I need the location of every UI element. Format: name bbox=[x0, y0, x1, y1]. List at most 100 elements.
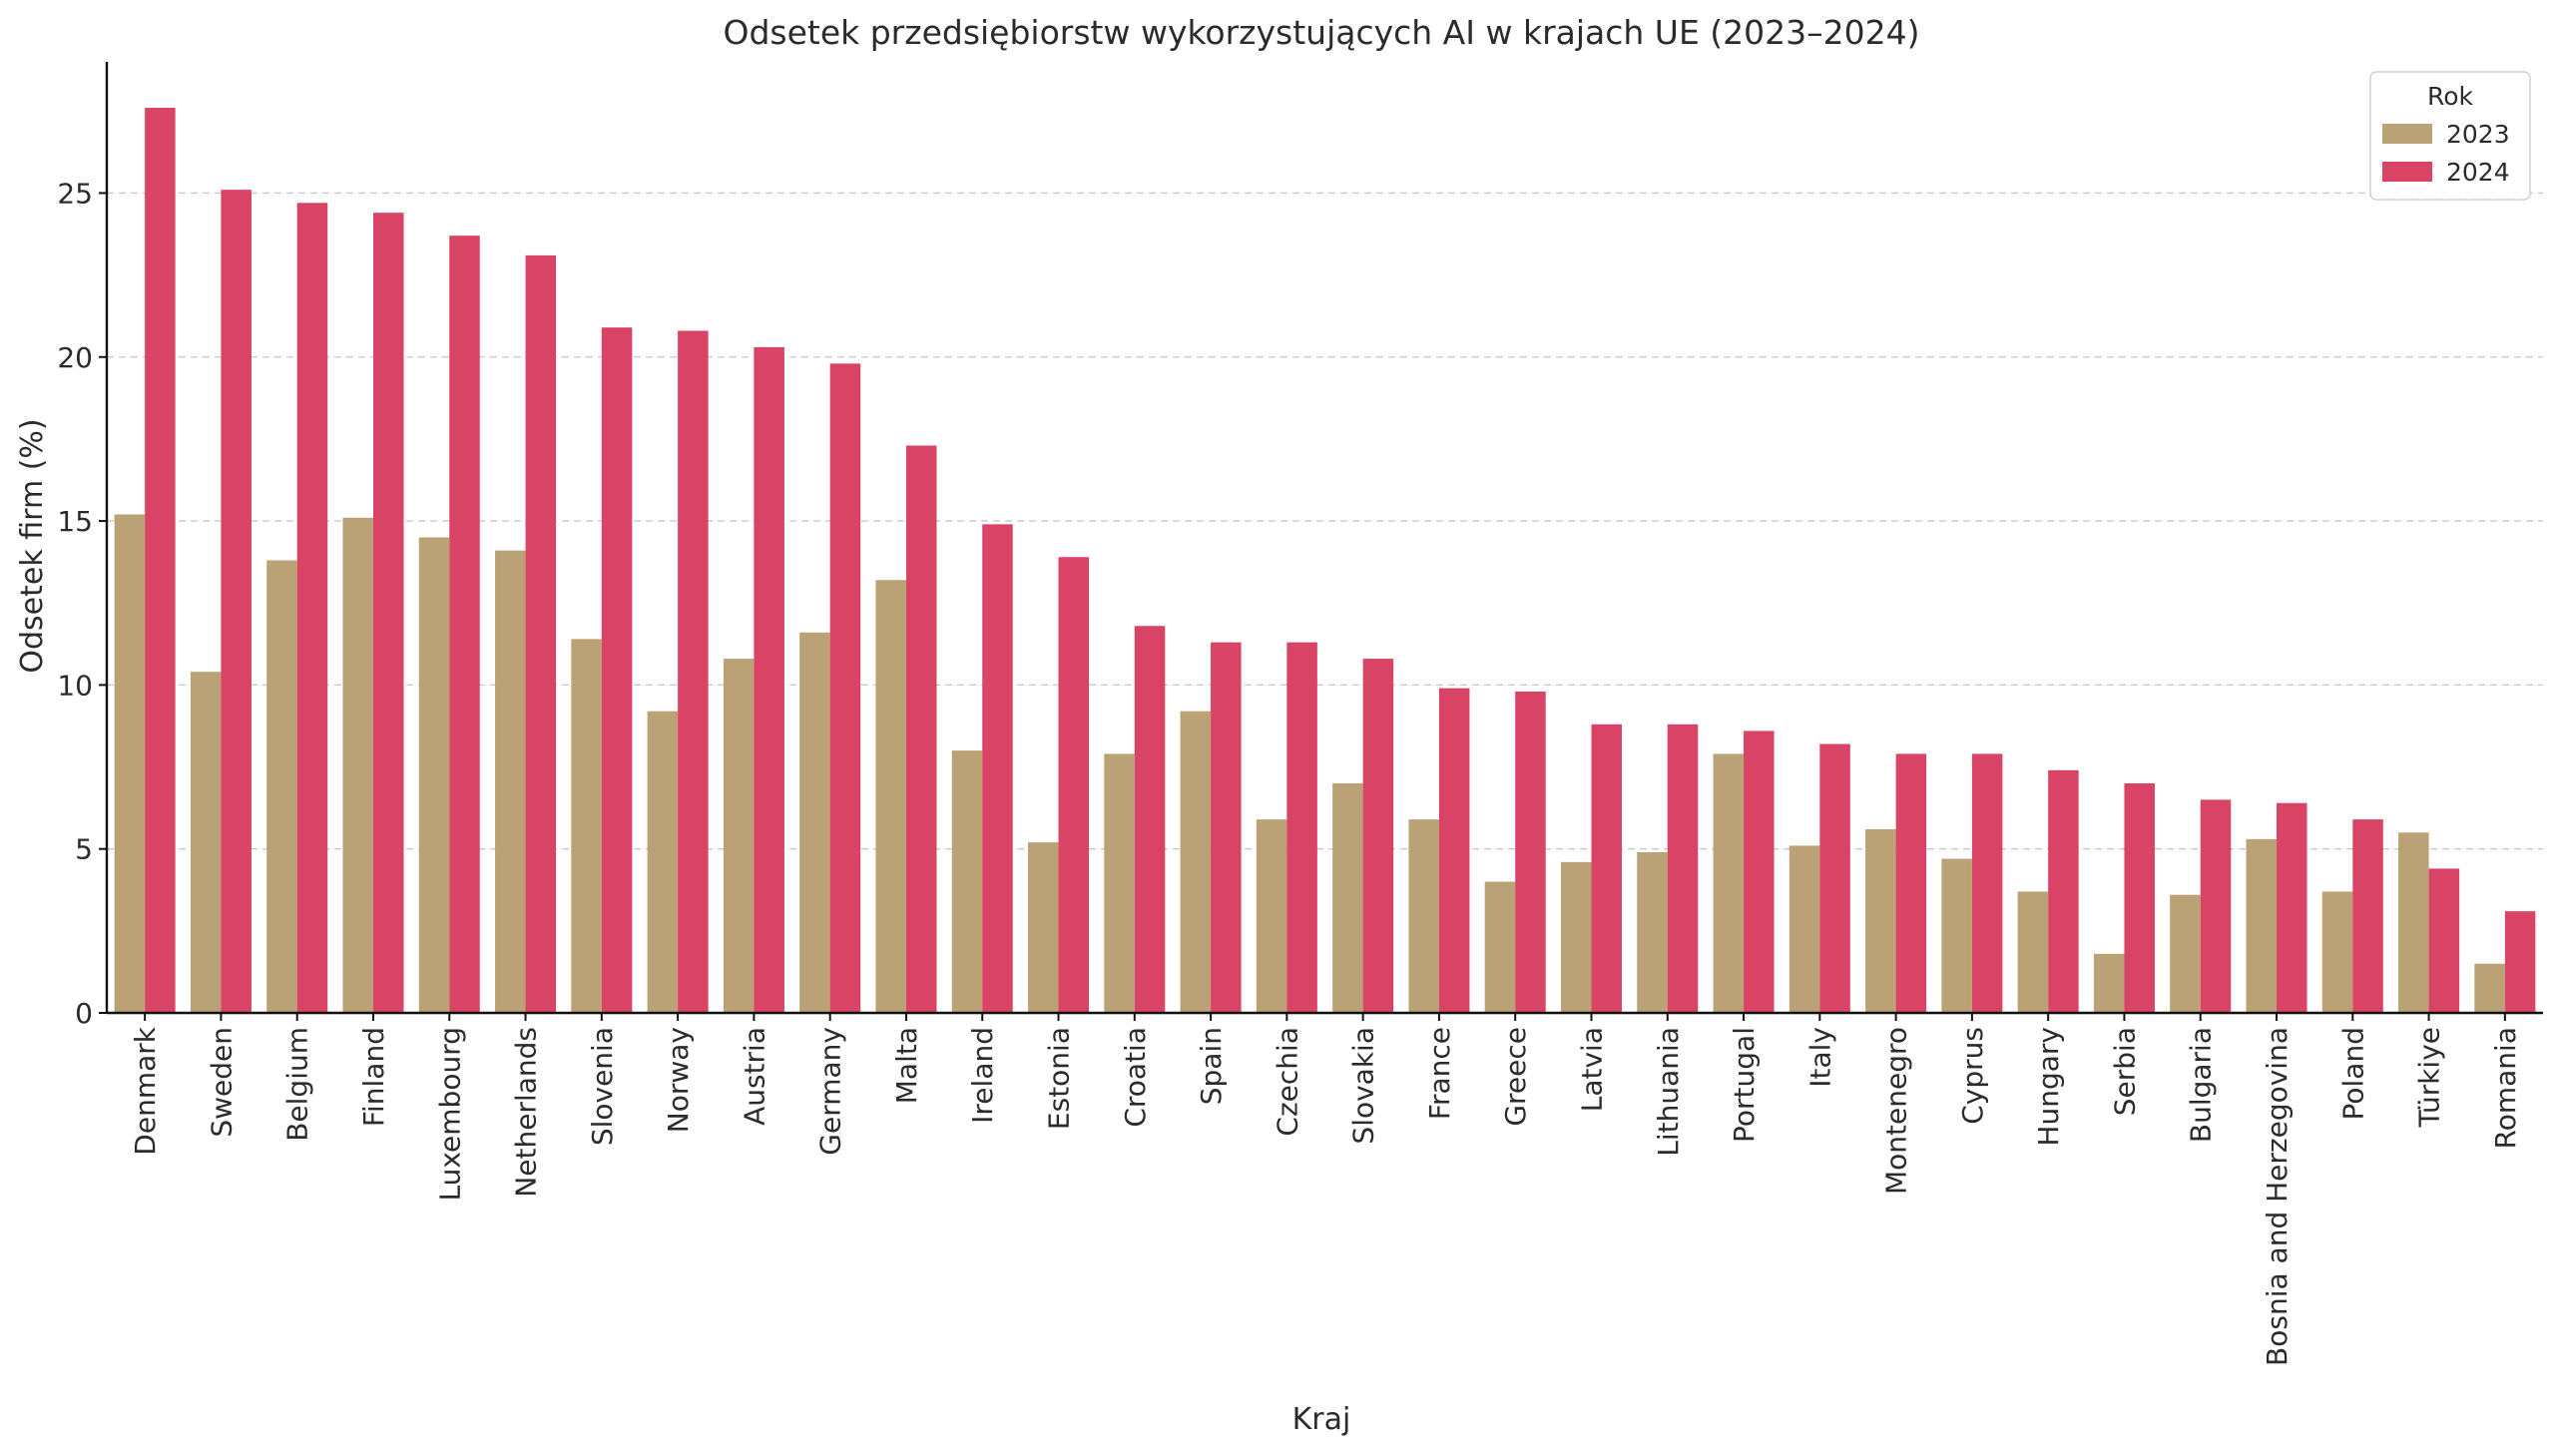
bar-2023-portugal bbox=[1713, 753, 1745, 1013]
x-tick-label: Poland bbox=[2336, 1027, 2369, 1120]
bar-2023-lithuania bbox=[1637, 851, 1668, 1013]
x-tick-labels: Denmark Sweden Belgium Finland Luxembourg Net… bbox=[129, 1013, 2522, 1366]
x-tick-label: Montenegro bbox=[1880, 1027, 1913, 1195]
legend-swatch-2024 bbox=[2382, 162, 2432, 182]
chart-title: Odsetek przedsiębiorstw wykorzystujących… bbox=[723, 13, 1919, 52]
bar-2024-finland bbox=[372, 213, 404, 1014]
y-tick-label: 0 bbox=[75, 997, 93, 1030]
x-tick-label: Serbia bbox=[2108, 1027, 2141, 1116]
bar-2023-greece bbox=[1484, 881, 1516, 1013]
bar-2023-norway bbox=[647, 711, 679, 1013]
bar-2024-bulgaria bbox=[2200, 799, 2232, 1013]
x-tick-label: Cyprus bbox=[1956, 1027, 1989, 1125]
y-tick-label: 5 bbox=[75, 833, 93, 866]
bar-2023-finland bbox=[342, 517, 373, 1013]
axes bbox=[105, 62, 2543, 1015]
bar-2023-slovenia bbox=[571, 639, 602, 1013]
x-tick-label: France bbox=[1423, 1027, 1456, 1120]
bar-2024-germany bbox=[829, 363, 861, 1014]
bar-2024-serbia bbox=[2124, 782, 2155, 1013]
bar-2024-montenegro bbox=[1895, 753, 1927, 1013]
x-tick-label: Finland bbox=[357, 1027, 390, 1127]
x-tick-label: Austria bbox=[738, 1027, 770, 1126]
bar-2024-spain bbox=[1211, 642, 1242, 1013]
bar-2023-poland bbox=[2321, 891, 2353, 1013]
y-tick-label: 10 bbox=[57, 669, 93, 702]
x-tick-label: Czechia bbox=[1271, 1027, 1303, 1137]
bar-2023-luxembourg bbox=[418, 537, 450, 1013]
bar-2023-spain bbox=[1180, 711, 1212, 1013]
bar-2024-slovenia bbox=[601, 327, 633, 1013]
x-tick-label: Malta bbox=[890, 1027, 923, 1104]
bar-2024-croatia bbox=[1134, 626, 1166, 1013]
bar-2024-malta bbox=[905, 445, 937, 1013]
bar-2023-belgium bbox=[266, 560, 297, 1013]
bar-2024-netherlands bbox=[525, 254, 557, 1013]
bar-2024-france bbox=[1438, 688, 1470, 1013]
x-tick-label: Ireland bbox=[966, 1027, 999, 1124]
bar-2023-montenegro bbox=[1865, 828, 1896, 1013]
bar-2023-ireland bbox=[951, 750, 983, 1013]
y-axis-label: Odsetek firm (%) bbox=[15, 418, 50, 673]
x-tick-label: Portugal bbox=[1728, 1027, 1761, 1143]
bar-2023-netherlands bbox=[495, 550, 526, 1013]
bar-2023-czechia bbox=[1256, 819, 1287, 1013]
bar-2024-slovakia bbox=[1362, 659, 1394, 1013]
bar-2023-france bbox=[1408, 819, 1439, 1013]
bar-2023-bosnia-and-herzegovina bbox=[2246, 838, 2278, 1013]
bar-2024-hungary bbox=[2048, 769, 2079, 1013]
y-tick-label: 20 bbox=[57, 341, 93, 374]
bar-2023-bulgaria bbox=[2170, 894, 2201, 1013]
x-tick-label: Slovenia bbox=[586, 1027, 619, 1146]
bar-2023-romania bbox=[2474, 963, 2505, 1013]
bar-2024-norway bbox=[678, 330, 709, 1014]
x-tick-label: Luxembourg bbox=[433, 1027, 466, 1202]
y-tick-label: 15 bbox=[57, 505, 93, 538]
x-tick-label: Norway bbox=[662, 1027, 695, 1133]
x-tick-label: Latvia bbox=[1575, 1027, 1608, 1112]
bar-2024-latvia bbox=[1591, 724, 1622, 1013]
legend: Rok 2023 2024 bbox=[2369, 71, 2531, 201]
bar-2023-hungary bbox=[2017, 891, 2049, 1013]
bar-2024-portugal bbox=[1744, 730, 1775, 1013]
bar-2023-latvia bbox=[1560, 861, 1592, 1013]
bar-2023-estonia bbox=[1028, 842, 1059, 1013]
x-tick-label: Italy bbox=[1803, 1027, 1836, 1088]
x-tick-label: Netherlands bbox=[510, 1027, 543, 1198]
x-tick-label: Sweden bbox=[205, 1027, 238, 1138]
bar-2023-croatia bbox=[1104, 753, 1135, 1013]
x-tick-label: Germany bbox=[814, 1027, 847, 1156]
x-tick-label: Bosnia and Herzegovina bbox=[2261, 1027, 2294, 1366]
bars bbox=[114, 108, 2536, 1014]
bar-2024-lithuania bbox=[1667, 724, 1699, 1013]
bar-2024-denmark bbox=[145, 108, 176, 1013]
bar-2024-belgium bbox=[296, 203, 328, 1013]
bar-2024-luxembourg bbox=[449, 236, 480, 1014]
y-tick-labels: 0 5 10 15 20 25 bbox=[57, 177, 107, 1030]
bar-2024-sweden bbox=[221, 190, 252, 1013]
x-tick-label: Belgium bbox=[281, 1027, 314, 1142]
x-tick-label: Lithuania bbox=[1652, 1027, 1685, 1157]
bar-2023-slovakia bbox=[1332, 782, 1363, 1013]
x-tick-label: Greece bbox=[1499, 1027, 1532, 1127]
bar-2023-italy bbox=[1788, 845, 1820, 1013]
y-tick-label: 25 bbox=[57, 177, 93, 210]
legend-swatch-2023 bbox=[2382, 124, 2432, 144]
x-axis-label: Kraj bbox=[1292, 1402, 1351, 1437]
bar-2023-sweden bbox=[190, 672, 222, 1013]
bar-2024-czechia bbox=[1286, 642, 1317, 1013]
legend-title: Rok bbox=[2427, 82, 2474, 111]
x-tick-label: Romania bbox=[2489, 1027, 2522, 1149]
bar-2024-austria bbox=[754, 346, 784, 1013]
bar-2024-ireland bbox=[982, 524, 1013, 1013]
bar-2024-bosnia-and-herzegovina bbox=[2277, 802, 2307, 1013]
bar-2024-estonia bbox=[1058, 557, 1090, 1013]
bar-2024-poland bbox=[2352, 819, 2383, 1013]
bar-2023-malta bbox=[875, 580, 906, 1013]
bar-2024-italy bbox=[1819, 743, 1850, 1013]
legend-label-2023: 2023 bbox=[2446, 120, 2510, 149]
bar-2023-serbia bbox=[2093, 953, 2125, 1013]
legend-label-2024: 2024 bbox=[2446, 158, 2510, 187]
